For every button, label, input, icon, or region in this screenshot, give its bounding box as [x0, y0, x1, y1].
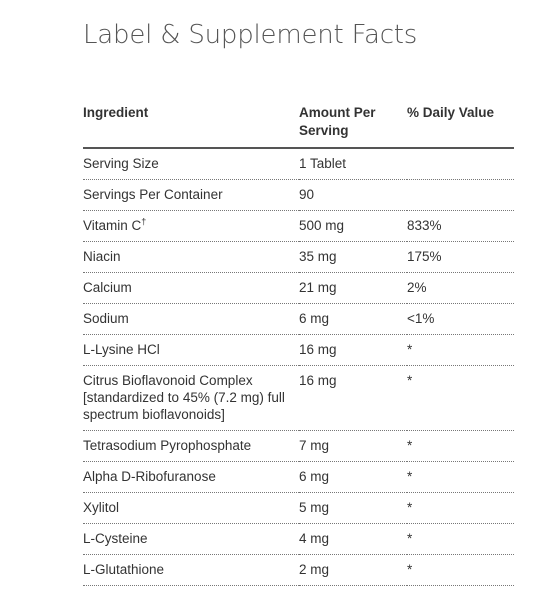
ingredient-cell: L-Lysine HCl	[83, 334, 299, 366]
amount-cell: 90	[299, 179, 407, 211]
amount-cell: 16 mg	[299, 365, 407, 431]
amount-cell: 21 mg	[299, 272, 407, 304]
ingredient-name: L-Lysine HCl	[83, 342, 160, 357]
daily-value-cell: <1%	[407, 303, 514, 335]
amount-cell: 7 mg	[299, 430, 407, 462]
amount-cell: 6 mg	[299, 303, 407, 335]
table-row: Calcium 21 mg 2%	[83, 272, 514, 304]
table-row: Citrus Bioflavonoid Complex [standardize…	[83, 365, 514, 431]
daily-value-cell: *	[407, 365, 514, 431]
amount-cell: 4 mg	[299, 523, 407, 555]
daily-value-cell: 175%	[407, 241, 514, 273]
amount-cell: 35 mg	[299, 241, 407, 273]
table-row: L-Lysine HCl 16 mg *	[83, 334, 514, 366]
table-row: Servings Per Container 90	[83, 179, 514, 211]
ingredient-name: Xylitol	[83, 500, 120, 515]
table-row: Tetrasodium Pyrophosphate 7 mg *	[83, 430, 514, 462]
ingredient-name: Servings Per Container	[83, 187, 223, 202]
daily-value-cell: *	[407, 554, 514, 586]
daily-value-cell: 2%	[407, 272, 514, 304]
daily-value-cell: 833%	[407, 210, 514, 242]
table-body: Serving Size 1 Tablet Servings Per Contain…	[83, 148, 514, 586]
amount-cell: 16 mg	[299, 334, 407, 366]
daily-value-cell	[407, 179, 514, 211]
daily-value-cell: *	[407, 430, 514, 462]
table-row: L-Cysteine 4 mg *	[83, 523, 514, 555]
ingredient-name: Citrus Bioflavonoid Complex [standardize…	[83, 373, 285, 422]
table-row: Sodium 6 mg <1%	[83, 303, 514, 335]
table-row: Alpha D-Ribofuranose 6 mg *	[83, 461, 514, 493]
ingredient-cell: Citrus Bioflavonoid Complex [standardize…	[83, 365, 299, 431]
ingredient-cell: Vitamin C†	[83, 210, 299, 242]
ingredient-name: Tetrasodium Pyrophosphate	[83, 438, 252, 453]
header-daily-value: % Daily Value	[407, 104, 514, 149]
ingredient-name: L-Glutathione	[83, 562, 165, 577]
table-row: L-Glutathione 2 mg *	[83, 554, 514, 586]
header-ingredient: Ingredient	[83, 104, 299, 149]
table-row: Niacin 35 mg 175%	[83, 241, 514, 273]
ingredient-cell: Calcium	[83, 272, 299, 304]
ingredient-cell: Alpha D-Ribofuranose	[83, 461, 299, 493]
header-amount-per-serving: Amount Per Serving	[299, 104, 407, 149]
table-row: Xylitol 5 mg *	[83, 492, 514, 524]
ingredient-name: Calcium	[83, 280, 132, 295]
ingredient-name: Vitamin C	[83, 218, 142, 233]
footnote-mark: †	[141, 216, 147, 227]
ingredient-cell: Sodium	[83, 303, 299, 335]
daily-value-cell: *	[407, 334, 514, 366]
ingredient-name: L-Cysteine	[83, 531, 148, 546]
amount-cell: 5 mg	[299, 492, 407, 524]
ingredient-cell: L-Cysteine	[83, 523, 299, 555]
ingredient-name: Serving Size	[83, 156, 159, 171]
ingredient-name: Alpha D-Ribofuranose	[83, 469, 216, 484]
daily-value-cell: *	[407, 492, 514, 524]
ingredient-name: Sodium	[83, 311, 129, 326]
ingredient-cell: Niacin	[83, 241, 299, 273]
table-row: Serving Size 1 Tablet	[83, 148, 514, 180]
ingredient-name: Niacin	[83, 249, 121, 264]
daily-value-cell	[407, 148, 514, 180]
amount-cell: 500 mg	[299, 210, 407, 242]
ingredient-cell: L-Glutathione	[83, 554, 299, 586]
supplement-facts-table: Ingredient Amount Per Serving % Daily Va…	[83, 104, 514, 586]
ingredient-cell: Xylitol	[83, 492, 299, 524]
amount-cell: 2 mg	[299, 554, 407, 586]
amount-cell: 6 mg	[299, 461, 407, 493]
amount-cell: 1 Tablet	[299, 148, 407, 180]
page-title: Label & Supplement Facts	[83, 20, 418, 50]
daily-value-cell: *	[407, 523, 514, 555]
ingredient-cell: Servings Per Container	[83, 179, 299, 211]
ingredient-cell: Serving Size	[83, 148, 299, 180]
table-header-row: Ingredient Amount Per Serving % Daily Va…	[83, 104, 514, 149]
daily-value-cell: *	[407, 461, 514, 493]
table-row: Vitamin C† 500 mg 833%	[83, 210, 514, 242]
ingredient-cell: Tetrasodium Pyrophosphate	[83, 430, 299, 462]
